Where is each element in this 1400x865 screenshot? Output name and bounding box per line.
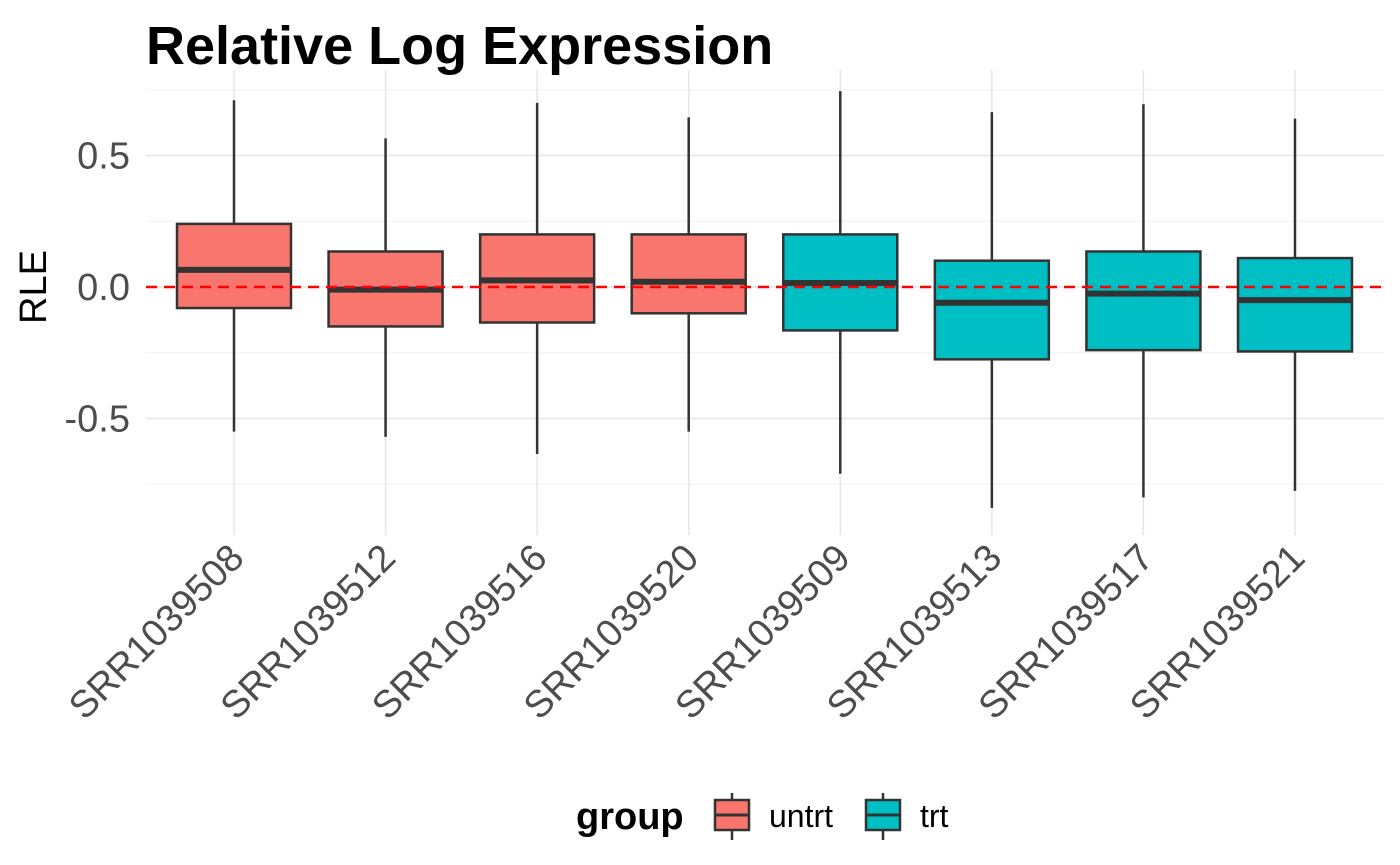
legend: group untrt trt — [566, 790, 966, 842]
boxplot-SRR1039521 — [1236, 118, 1354, 491]
box — [630, 233, 747, 315]
y-tick-label-1: 0.0 — [77, 267, 130, 309]
boxplot-SRR1039509 — [782, 91, 899, 474]
boxplot-SRR1039513 — [933, 112, 1051, 508]
y-tick-labels: -0.5 0.0 0.5 — [65, 136, 130, 441]
y-tick-label-0: -0.5 — [65, 399, 130, 441]
box — [933, 259, 1051, 361]
boxplot-SRR1039516 — [478, 102, 596, 455]
legend-entry-trt: trt — [864, 793, 949, 840]
legend-title: group — [576, 796, 684, 838]
box — [175, 222, 293, 310]
boxplot-SRR1039508 — [175, 100, 293, 432]
y-axis-label: RLE — [13, 250, 55, 324]
legend-label-trt: trt — [920, 798, 949, 834]
y-tick-label-2: 0.5 — [77, 136, 130, 178]
boxplot-SRR1039512 — [327, 138, 444, 437]
boxplot-SRR1039520 — [630, 117, 747, 432]
boxplot-SRR1039517 — [1085, 104, 1202, 498]
chart-title: Relative Log Expression — [146, 16, 773, 76]
boxplots — [175, 91, 1354, 508]
x-tick-labels: SRR1039508SRR1039512SRR1039516SRR1039520… — [61, 537, 1313, 728]
box — [1236, 256, 1354, 353]
legend-entry-untrt: untrt — [713, 793, 833, 840]
box — [1085, 250, 1202, 352]
legend-label-untrt: untrt — [769, 798, 833, 834]
